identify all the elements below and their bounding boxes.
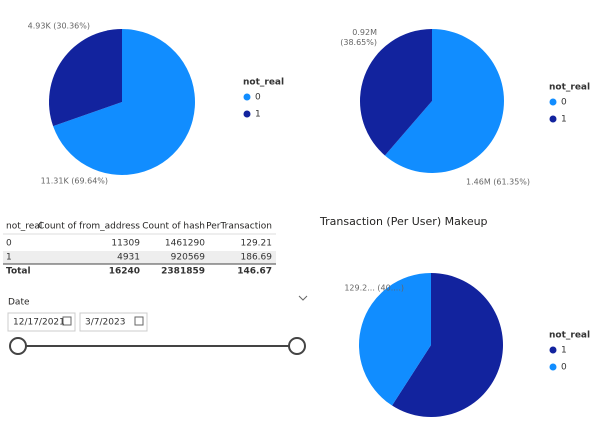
data-label: 0.92M (38.65%) xyxy=(340,28,377,47)
data-label: 1.46M (61.35%) xyxy=(466,178,530,187)
data-label: 129.2... (40....) xyxy=(344,284,404,293)
calendar-icon[interactable] xyxy=(134,316,144,326)
table-cell: 920569 xyxy=(171,253,206,263)
table-cell: 11309 xyxy=(111,239,140,249)
legend-label: 1 xyxy=(255,110,261,120)
table-header: Count of from_address xyxy=(38,222,140,232)
legend-title: not_real xyxy=(243,78,284,88)
pie-slice xyxy=(392,273,503,417)
pie-slice xyxy=(359,273,431,406)
date-start-box[interactable] xyxy=(7,312,76,332)
table-cell: 1 xyxy=(6,253,12,263)
legend-label: 0 xyxy=(561,363,567,373)
slider-handle[interactable] xyxy=(288,337,306,355)
table-header: Count of hash xyxy=(142,222,205,232)
table-cell: 186.69 xyxy=(241,253,273,263)
table-total: 146.67 xyxy=(237,267,272,277)
table-cell: 4931 xyxy=(117,253,140,263)
date-end: 3/7/2023 xyxy=(85,318,125,328)
table-total: 16240 xyxy=(109,267,140,277)
table-header: PerTransaction xyxy=(206,222,272,232)
table-header: not_real xyxy=(6,222,42,232)
table-cell: 0 xyxy=(6,239,12,249)
legend-marker xyxy=(243,110,251,118)
chart-title: Transaction (Per User) Makeup xyxy=(319,215,488,228)
legend-label: 0 xyxy=(561,98,567,108)
date-end-box[interactable] xyxy=(79,312,148,332)
legend-marker xyxy=(549,363,557,371)
legend-label: 0 xyxy=(255,93,261,103)
pie-slice xyxy=(360,29,432,156)
calendar-icon[interactable] xyxy=(62,316,72,326)
legend-title: not_real xyxy=(549,83,590,93)
table-row-band xyxy=(3,251,276,264)
pie-slice xyxy=(384,29,504,173)
table-cell: 129.21 xyxy=(241,239,273,249)
slicer-chevron[interactable] xyxy=(298,295,308,301)
pie-slice xyxy=(53,29,196,175)
data-label: 4.93K (30.36%) xyxy=(28,22,90,31)
legend-marker xyxy=(549,115,557,123)
legend-marker xyxy=(549,346,557,354)
table-cell: 1461290 xyxy=(165,239,205,249)
legend-title: not_real xyxy=(549,331,590,341)
data-label: 11.31K (69.64%) xyxy=(41,177,108,186)
legend-label: 1 xyxy=(561,346,567,356)
slicer-label: Date xyxy=(8,298,30,308)
legend-label: 1 xyxy=(561,115,567,125)
date-start: 12/17/2021 xyxy=(13,318,65,328)
legend-marker xyxy=(243,93,251,101)
slider-handle[interactable] xyxy=(9,337,27,355)
table-total: Total xyxy=(6,267,31,277)
pie-slice xyxy=(49,29,123,127)
legend-marker xyxy=(549,98,557,106)
table-total: 2381859 xyxy=(161,267,205,277)
